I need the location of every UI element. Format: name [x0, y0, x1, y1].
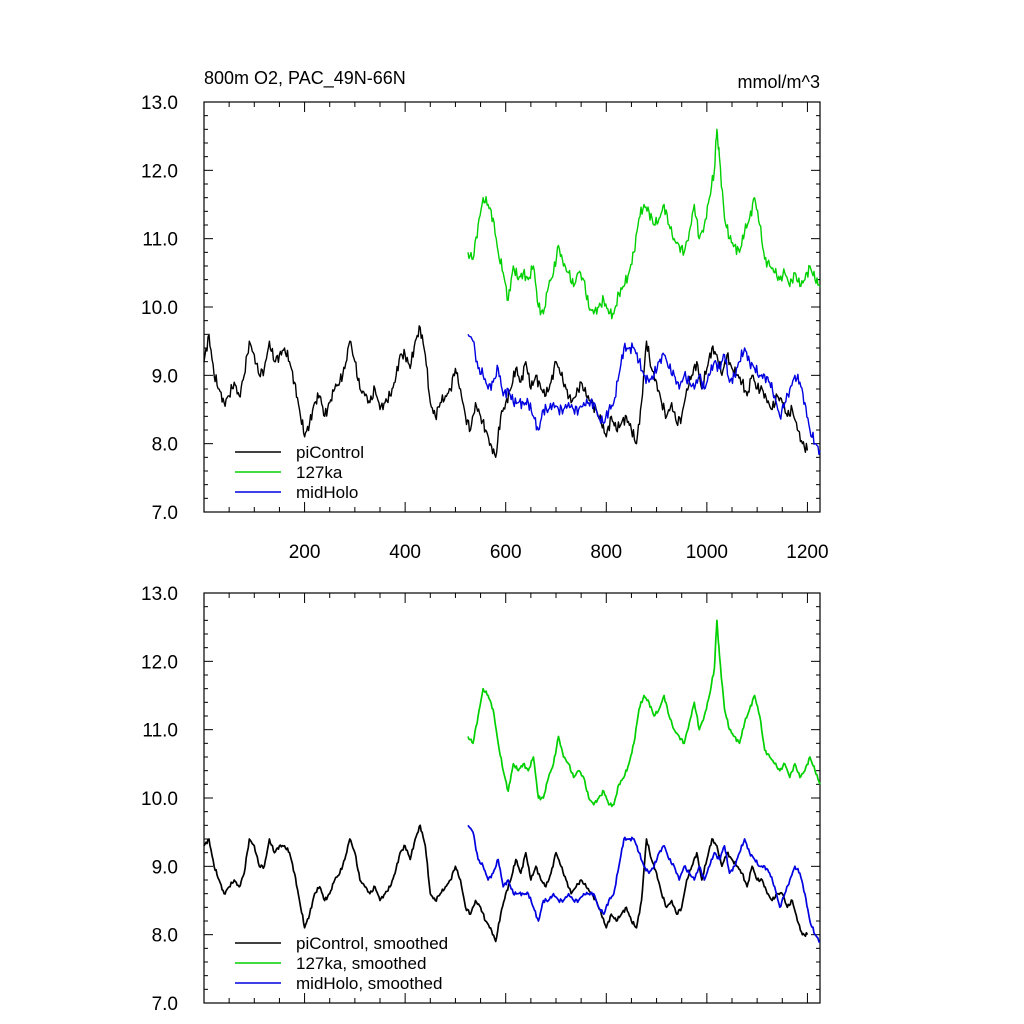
x-tick-label: 1000: [686, 542, 728, 563]
chart-title: 800m O2, PAC_49N-66N: [204, 68, 406, 89]
bottom-series: [203, 619, 821, 943]
y-tick-label: 8.0: [152, 435, 178, 456]
series-line-picontrol: [203, 325, 809, 458]
x-tick-label: 200: [289, 542, 321, 563]
series-line-127ka: [467, 128, 821, 320]
bottom-panel: 7.0 8.0 9.0 10.0 11.0 12.0 13.0 piControl, smo…: [141, 584, 821, 1015]
legend-label: piControl: [296, 443, 364, 462]
y-tick-label: 7.0: [152, 994, 178, 1015]
series-line-midholo: [467, 333, 821, 456]
series-line-midholo-smoothed: [467, 824, 821, 943]
legend-label: midHolo: [296, 483, 358, 502]
y-tick-label: 8.0: [152, 926, 178, 947]
bottom-ticks: 7.0 8.0 9.0 10.0 11.0 12.0 13.0: [141, 584, 820, 1015]
legend-label: 127ka, smoothed: [296, 954, 426, 973]
y-tick-label: 13.0: [141, 93, 178, 114]
x-tick-label: 600: [490, 542, 522, 563]
y-tick-label: 11.0: [142, 230, 178, 251]
x-tick-label: 800: [590, 542, 622, 563]
legend-label: 127ka: [296, 463, 343, 482]
units-label: mmol/m^3: [738, 72, 820, 92]
y-tick-label: 7.0: [152, 503, 178, 524]
top-series: [203, 128, 821, 458]
legend-label: midHolo, smoothed: [296, 974, 442, 993]
y-tick-label: 11.0: [142, 721, 178, 742]
y-tick-label: 13.0: [141, 584, 178, 605]
x-tick-label: 400: [389, 542, 421, 563]
y-tick-label: 9.0: [152, 366, 178, 387]
top-ticks: 7.0 8.0 9.0 10.0 11.0 12.0 13.0 200 400 600 800 100…: [141, 93, 829, 563]
x-tick-label: 1200: [786, 542, 828, 563]
series-line-127ka-smoothed: [467, 619, 821, 808]
y-tick-label: 12.0: [141, 652, 178, 673]
y-tick-label: 10.0: [141, 789, 178, 810]
y-tick-label: 12.0: [141, 161, 178, 182]
y-tick-label: 9.0: [152, 857, 178, 878]
series-line-picontrol-smoothed: [203, 824, 809, 943]
legend-label: piControl, smoothed: [296, 934, 448, 953]
y-tick-label: 10.0: [141, 298, 178, 319]
top-panel: 800m O2, PAC_49N-66N mmol/m^3 7.0 8.0 9.0 1…: [141, 68, 829, 563]
